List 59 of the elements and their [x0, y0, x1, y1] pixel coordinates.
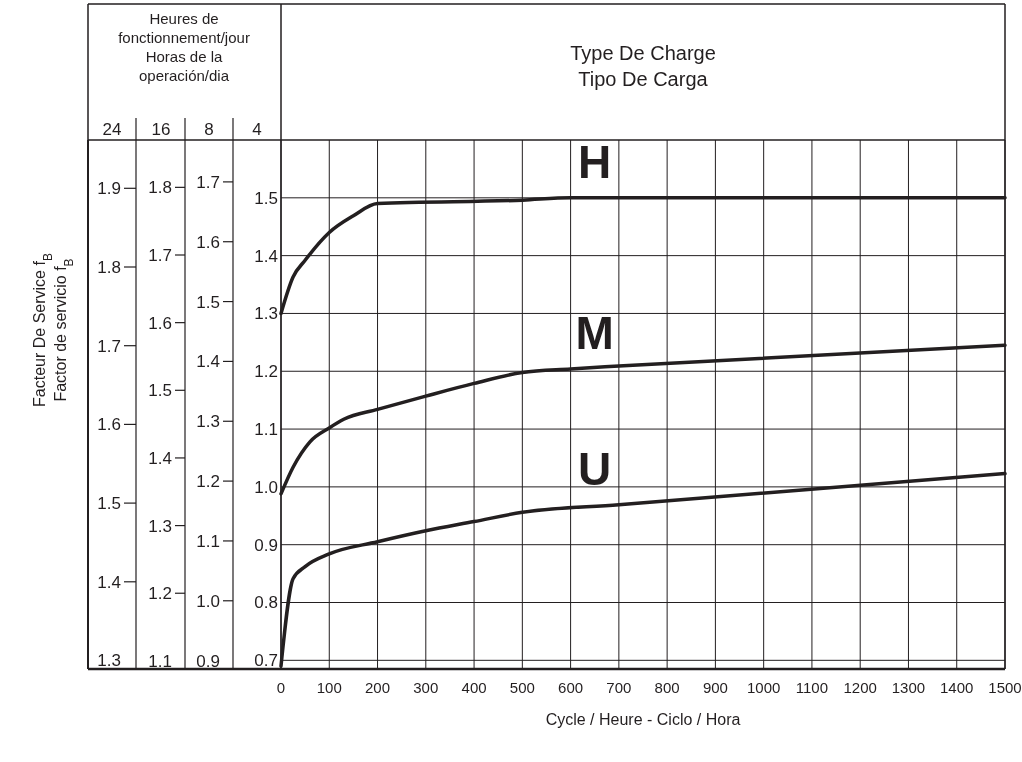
y2-tick-label: 1.6	[196, 232, 220, 252]
y-tick-label: 0.8	[254, 593, 278, 613]
x-tick-label: 200	[365, 679, 391, 696]
text: 1.9	[97, 179, 121, 199]
y3-tick-label: 1.6	[148, 313, 172, 333]
y3-tick-label: 1.8	[148, 178, 172, 198]
y2-tick-label: 1.5	[196, 292, 220, 312]
text: 1.4	[97, 572, 121, 592]
y2-tick-label: 1.3	[196, 412, 220, 432]
y3-axis-title: 16	[151, 120, 171, 139]
y-tick-label: 1.5	[254, 188, 278, 208]
x-tick-label: 1400	[940, 679, 974, 696]
y3-tick-label: 1.3	[148, 516, 172, 536]
x-axis-title: Cycle / Heure - Ciclo / Hora	[545, 711, 741, 728]
y2-tick-label: 1.4	[196, 352, 220, 372]
x-tick-label: 300	[413, 679, 439, 696]
x-tick-label: 0	[276, 679, 286, 696]
x-tick-label: 700	[606, 679, 632, 696]
series-label: M	[575, 306, 614, 359]
y3-tick-label: 1.5	[148, 381, 172, 401]
y-tick-label: 1.1	[254, 420, 278, 440]
x-tick-label: 1500	[988, 679, 1022, 696]
y3-tick-label: 1.7	[148, 245, 172, 265]
chart-title: Type De Charge Tipo De Carga	[570, 42, 716, 90]
text: 1.7	[97, 336, 121, 356]
x-tick-label: 100	[316, 679, 342, 696]
text: 1.5	[97, 494, 121, 514]
series-label: U	[578, 442, 612, 495]
text: 24	[102, 120, 122, 139]
y3-tick-label: 1.2	[148, 584, 172, 604]
y3-tick-label: 1.4	[148, 448, 172, 468]
y3-tick-label: 1.1	[148, 651, 172, 671]
x-tick-label: 800	[654, 679, 680, 696]
x-tick-label: 600	[558, 679, 584, 696]
x-tick-label: 400	[461, 679, 487, 696]
text: 1.8	[97, 257, 121, 277]
y2-tick-label: 0.9	[196, 651, 220, 671]
x-tick-label: 1000	[746, 679, 781, 696]
x-tick-label: 500	[509, 679, 535, 696]
y2-tick-label: 1.1	[196, 531, 220, 551]
y-tick-label: 1.3	[254, 304, 278, 324]
x-tick-label: 900	[702, 679, 728, 696]
x-tick-label: 1100	[795, 679, 829, 696]
y2-tick-label: 1.7	[196, 172, 220, 192]
y-tick-label: 1.0	[254, 477, 278, 497]
text: Heures de fonctionnement/jour Horas de la operación/dia	[118, 10, 250, 84]
y2-tick-label: 1.0	[196, 591, 220, 611]
y-tick-label: 1.4	[254, 246, 278, 266]
text: 1.6	[97, 415, 121, 435]
y-tick-label: 0.7	[254, 651, 278, 671]
y2-axis-title: 8	[204, 120, 214, 139]
x-tick-label: 1300	[891, 679, 926, 696]
y-axis-title: 4	[252, 120, 262, 139]
y-tick-label: 0.9	[254, 535, 278, 555]
y-tick-label: 1.2	[254, 362, 278, 382]
y2-tick-label: 1.2	[196, 472, 220, 492]
x-tick-label: 1200	[843, 679, 877, 696]
series-label: H	[578, 135, 612, 188]
text: 1.3	[97, 651, 121, 671]
